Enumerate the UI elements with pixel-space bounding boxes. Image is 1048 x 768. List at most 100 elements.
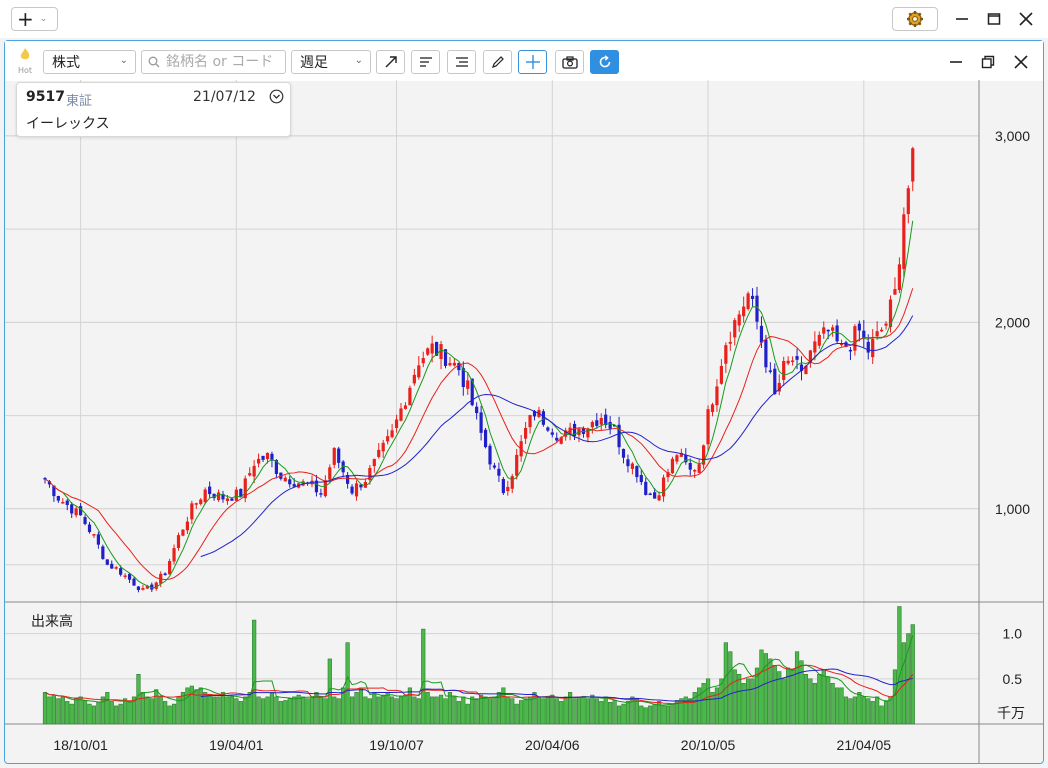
volume-bar	[363, 696, 368, 725]
volume-bar	[648, 705, 653, 725]
volume-bar	[220, 692, 226, 725]
candle-body	[670, 458, 675, 474]
trendline-button[interactable]	[376, 50, 405, 74]
plus-icon: +	[17, 7, 34, 31]
candle-body	[702, 445, 706, 465]
candle-body	[234, 489, 238, 501]
align-left-icon	[419, 57, 432, 67]
volume-bar	[745, 678, 751, 725]
candle-body	[813, 341, 817, 353]
volume-bar	[572, 698, 577, 725]
trendline-icon	[385, 56, 397, 68]
camera-icon	[561, 55, 578, 69]
stock-info-popup: 9517 東証 21/07/12 イーレックス	[16, 82, 291, 137]
volume-bar	[425, 692, 430, 725]
candle-body	[443, 349, 448, 366]
align-left-button[interactable]	[411, 50, 440, 74]
volume-bar	[759, 649, 764, 725]
volume-bar	[238, 701, 243, 725]
candle-body	[421, 358, 425, 364]
volume-bar	[65, 701, 70, 725]
volume-bar	[897, 606, 902, 725]
hot-label: Hot	[17, 66, 33, 75]
candle-body	[497, 468, 501, 476]
period-select[interactable]: 週足 ⌄	[291, 50, 371, 74]
volume-bar	[839, 687, 844, 725]
symbol-search[interactable]	[141, 50, 286, 74]
volume-bar	[305, 698, 310, 725]
candle-body	[47, 481, 52, 485]
align-right-button[interactable]	[447, 50, 476, 74]
minimize-button[interactable]	[949, 6, 975, 32]
crosshair-button[interactable]	[518, 50, 547, 74]
volume-bar	[158, 696, 163, 725]
volume-bar	[532, 692, 537, 725]
candle-body	[795, 356, 799, 360]
candle-body	[710, 404, 715, 413]
volume-bar	[198, 687, 203, 725]
candle-body	[675, 455, 679, 462]
candle-body	[199, 499, 203, 505]
candle-body	[56, 496, 60, 501]
restore-icon	[981, 55, 995, 69]
candle-body	[87, 524, 92, 533]
candle-body	[274, 459, 278, 474]
candle-body	[448, 363, 452, 366]
volume-bar	[349, 696, 355, 725]
stock-market: 東証	[66, 94, 93, 109]
candle-body	[648, 493, 652, 496]
candle-body	[888, 299, 893, 327]
chart-grid	[5, 80, 979, 724]
volume-bar	[830, 683, 835, 725]
chart-minimize-button[interactable]	[944, 50, 968, 74]
align-right-icon	[455, 57, 468, 67]
volume-bar	[474, 698, 479, 725]
add-window-button[interactable]: + ⌄	[11, 7, 58, 31]
search-input[interactable]	[164, 53, 284, 71]
draw-button[interactable]	[483, 50, 512, 74]
candle-body	[461, 368, 465, 388]
candle-body	[417, 365, 421, 378]
date-tick-label: 18/10/01	[53, 737, 108, 753]
minimize-icon	[956, 18, 968, 20]
screenshot-button[interactable]	[555, 50, 584, 74]
volume-bar	[225, 696, 230, 725]
candle-body	[105, 559, 109, 565]
volume-bar	[216, 696, 221, 725]
volume-bar	[443, 698, 448, 725]
candle-body	[127, 573, 132, 580]
market-type-select[interactable]: 株式 ⌄	[43, 50, 136, 74]
candle-body	[599, 417, 603, 425]
volume-bar	[82, 700, 88, 725]
volume-bar	[870, 701, 875, 725]
chevron-down-icon: ⌄	[354, 55, 363, 66]
volume-bar	[470, 696, 475, 725]
expand-button[interactable]	[269, 89, 284, 108]
chart-close-button[interactable]	[1009, 50, 1033, 74]
settings-button[interactable]	[892, 7, 938, 31]
market-type-value: 株式	[52, 55, 80, 71]
volume-bar	[367, 698, 372, 725]
volume-bar	[381, 694, 386, 725]
candle-body	[154, 582, 158, 589]
volume-bar	[781, 678, 786, 725]
volume-bar	[127, 701, 132, 725]
candle-body	[831, 327, 835, 331]
volume-bar	[345, 642, 350, 725]
hot-button[interactable]: Hot	[15, 47, 35, 75]
volume-bar	[118, 703, 123, 725]
maximize-button[interactable]	[981, 6, 1007, 32]
volume-bar	[834, 687, 840, 725]
candle-body	[466, 380, 470, 389]
candle-body	[114, 567, 118, 569]
axes-labels: 3,000 2,000 1,000 1.0 0.5 18/10/01 19/04/01 19/…	[53, 128, 1030, 753]
volume-bar	[892, 669, 898, 725]
candle-body	[750, 295, 755, 299]
chart-restore-button[interactable]	[976, 50, 1000, 74]
volume-tick-label: 0.5	[1003, 671, 1023, 687]
candle-body	[359, 484, 363, 488]
candle-body	[92, 534, 96, 536]
refresh-button[interactable]	[590, 50, 619, 74]
close-button[interactable]	[1013, 6, 1039, 32]
